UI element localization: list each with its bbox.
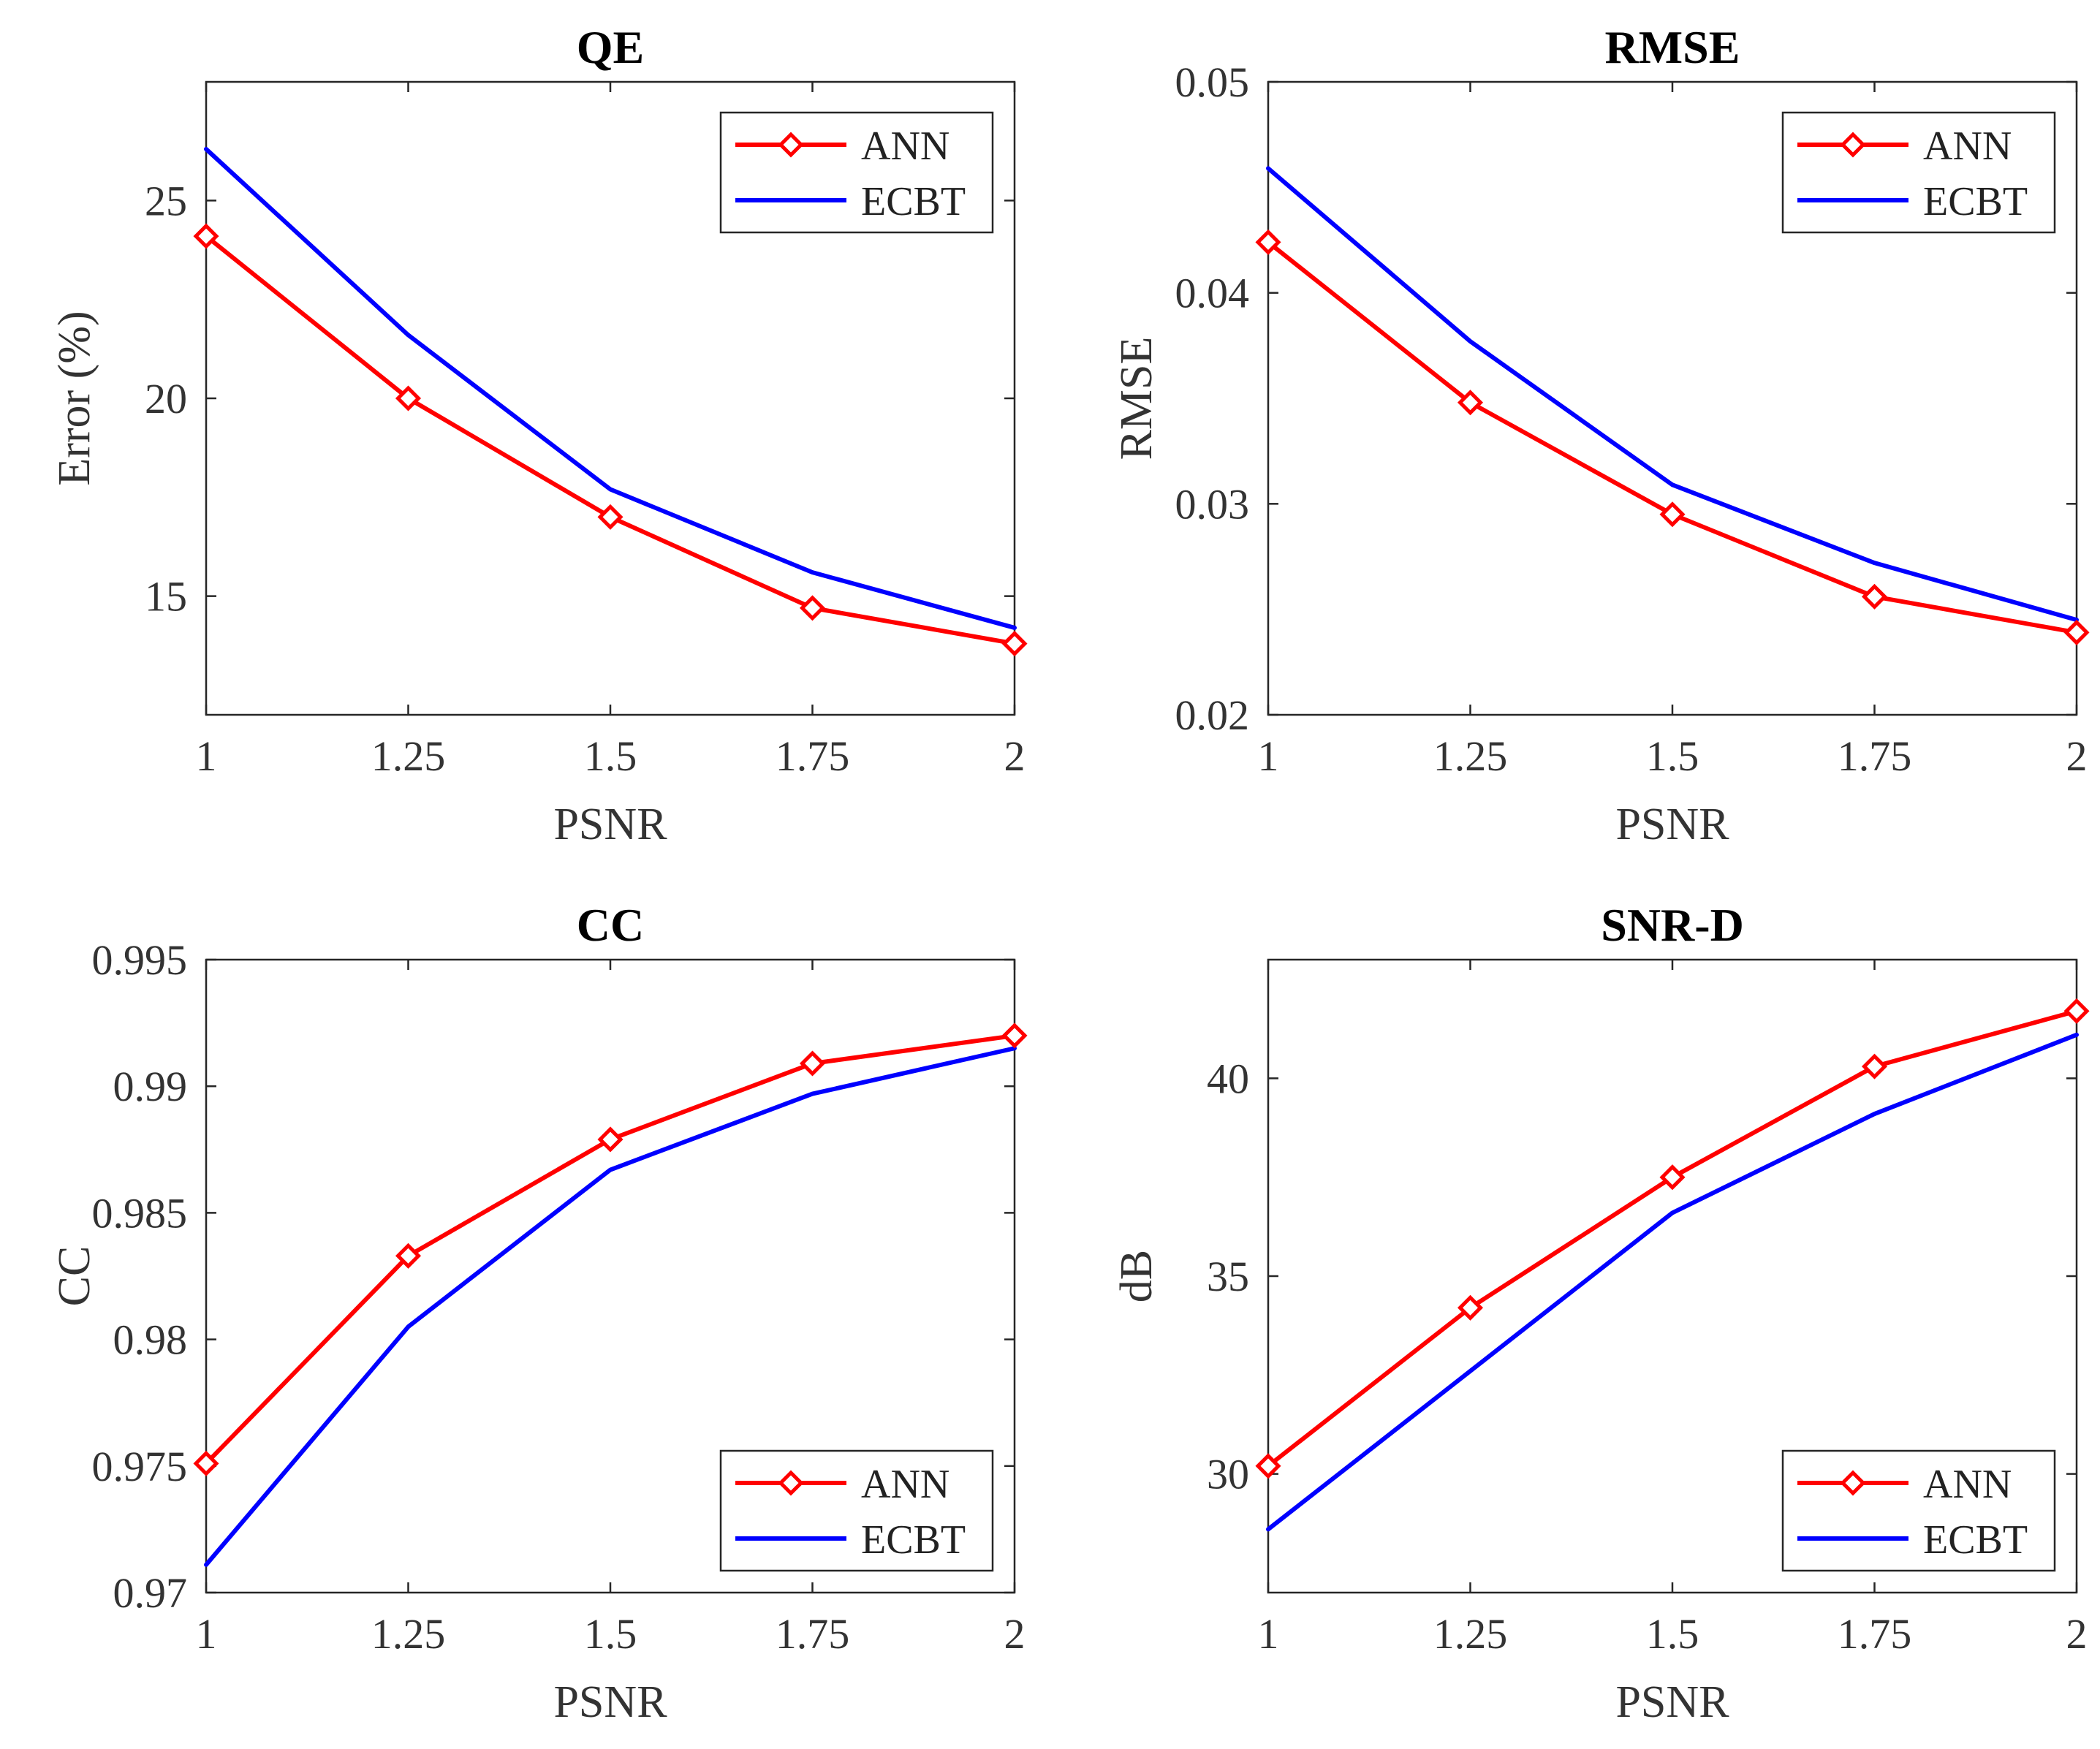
cc-y-tick-label: 0.995: [92, 936, 188, 984]
cc-x-tick-label: 1: [196, 1610, 217, 1658]
snrd-x-tick-label: 2: [2066, 1610, 2088, 1658]
rmse-y-axis-label: RMSE: [1112, 337, 1161, 460]
cc-y-tick-label: 0.985: [92, 1189, 188, 1237]
cc-legend-label-ann: ANN: [861, 1462, 949, 1507]
chart-cc: 1 1.25 1.5 1.75 2 0.97 0.975 0.98 0.985 0.99 0.995…: [50, 899, 1028, 1727]
snrd-series-ecbt-line: [1266, 1032, 2079, 1532]
cc-x-tick-label: 1.5: [584, 1610, 637, 1658]
snrd-title: SNR-D: [1601, 899, 1744, 951]
qe-series-ecbt-line: [204, 147, 1017, 630]
snrd-ann-point: [1255, 1453, 1281, 1479]
snrd-ann-point: [2063, 998, 2090, 1024]
chart-rmse: 1 1.25 1.5 1.75 2 0.02 0.03 0.04 0.05 RMSE PSNR RMS…: [1112, 21, 2090, 849]
qe-y-tick-label: 20: [145, 375, 187, 422]
cc-ann-point: [395, 1242, 422, 1269]
snrd-y-axis-label: dB: [1112, 1250, 1161, 1302]
cc-series-ecbt-line: [204, 1046, 1017, 1567]
chart-snrd: 1 1.25 1.5 1.75 2 30 35 40 SNR-D PSNR dB ANN ECBT: [1112, 899, 2090, 1727]
rmse-x-tick-label: 2: [2066, 732, 2088, 780]
rmse-legend-box: [1781, 111, 2056, 234]
snrd-y-tick-label: 40: [1207, 1055, 1249, 1102]
cc-x-tick-label: 1.25: [371, 1610, 446, 1658]
snrd-x-tick-label: 1.5: [1646, 1610, 1699, 1658]
rmse-legend-label-ecbt: ECBT: [1923, 179, 2028, 224]
qe-legend: ANN ECBT: [719, 111, 994, 234]
cc-legend: ANN ECBT: [719, 1449, 994, 1572]
rmse-x-tick-label: 1.5: [1646, 732, 1699, 780]
rmse-x-axis-label: PSNR: [1615, 800, 1729, 849]
cc-legend-marker-ann: [778, 1470, 804, 1496]
cc-legend-box: [719, 1449, 994, 1572]
chart-qe: 1 1.25 1.5 1.75 2 15 20 25 QE PSNR Error (%) ANN ECB…: [50, 21, 1028, 849]
rmse-x-tick-label: 1.25: [1433, 732, 1508, 780]
qe-x-tick-label: 1.75: [776, 732, 850, 780]
qe-x-tick-label: 1.5: [584, 732, 637, 780]
rmse-ann-point: [1659, 501, 1686, 528]
qe-ann-point: [1001, 631, 1028, 657]
cc-y-tick-label: 0.97: [113, 1569, 188, 1617]
qe-legend-label-ann: ANN: [861, 124, 949, 169]
qe-title: QE: [577, 21, 644, 73]
snrd-x-tick-label: 1: [1258, 1610, 1279, 1658]
rmse-legend-marker-ann: [1840, 132, 1866, 158]
snrd-y-tick-label: 35: [1207, 1253, 1249, 1300]
snrd-x-tick-label: 1.25: [1433, 1610, 1508, 1658]
snrd-ann-point: [1659, 1164, 1686, 1191]
cc-y-tick-label: 0.98: [113, 1316, 188, 1364]
cc-ann-point: [1001, 1023, 1028, 1049]
cc-x-axis-label: PSNR: [553, 1677, 667, 1727]
rmse-ann-point: [1861, 583, 1888, 610]
cc-title: CC: [577, 899, 644, 951]
qe-y-tick-label: 15: [145, 573, 187, 621]
cc-x-tick-label: 1.75: [776, 1610, 850, 1658]
snrd-x-axis-label: PSNR: [1615, 1677, 1729, 1727]
snrd-legend-box: [1781, 1449, 2056, 1572]
snrd-legend-label-ann: ANN: [1923, 1462, 2012, 1507]
qe-ann-point: [597, 504, 623, 530]
cc-y-tick-label: 0.99: [113, 1063, 188, 1110]
qe-ann-point: [395, 385, 422, 411]
rmse-ann-point: [1457, 390, 1484, 416]
qe-legend-marker-ann: [778, 132, 804, 158]
qe-y-axis-label: Error (%): [50, 311, 99, 485]
cc-x-tick-label: 2: [1004, 1610, 1026, 1658]
rmse-x-tick-label: 1: [1258, 732, 1279, 780]
qe-x-tick-label: 1: [196, 732, 217, 780]
cc-ann-point: [193, 1450, 219, 1476]
rmse-ann-point: [2063, 619, 2090, 645]
qe-x-tick-label: 2: [1004, 732, 1026, 780]
rmse-x-tick-label: 1.75: [1838, 732, 1912, 780]
qe-ann-point: [799, 595, 826, 621]
cc-ann-point: [799, 1050, 826, 1077]
qe-legend-label-ecbt: ECBT: [861, 179, 966, 224]
snrd-legend-label-ecbt: ECBT: [1923, 1517, 2028, 1563]
snrd-ann-point: [1861, 1053, 1888, 1080]
rmse-legend: ANN ECBT: [1781, 111, 2056, 234]
qe-x-tick-label: 1.25: [371, 732, 446, 780]
rmse-title: RMSE: [1605, 21, 1740, 73]
snrd-legend: ANN ECBT: [1781, 1449, 2056, 1572]
rmse-y-tick-label: 0.03: [1175, 480, 1250, 528]
rmse-y-tick-label: 0.05: [1175, 58, 1250, 106]
snrd-legend-marker-ann: [1840, 1470, 1866, 1496]
snrd-ann-point: [1457, 1294, 1484, 1321]
qe-ann-point: [193, 223, 219, 249]
cc-ann-point: [597, 1126, 623, 1153]
rmse-y-tick-label: 0.04: [1175, 270, 1250, 317]
rmse-ann-point: [1255, 229, 1281, 255]
rmse-y-tick-label: 0.02: [1175, 691, 1250, 739]
rmse-series-ecbt-line: [1266, 166, 2079, 623]
qe-legend-box: [719, 111, 994, 234]
snrd-x-tick-label: 1.75: [1838, 1610, 1912, 1658]
snrd-y-tick-label: 30: [1207, 1451, 1249, 1498]
cc-legend-label-ecbt: ECBT: [861, 1517, 966, 1563]
cc-y-axis-label: CC: [50, 1246, 99, 1307]
rmse-legend-label-ann: ANN: [1923, 124, 2012, 169]
qe-x-axis-label: PSNR: [553, 800, 667, 849]
qe-y-tick-label: 25: [145, 177, 187, 224]
cc-y-tick-label: 0.975: [92, 1443, 188, 1490]
